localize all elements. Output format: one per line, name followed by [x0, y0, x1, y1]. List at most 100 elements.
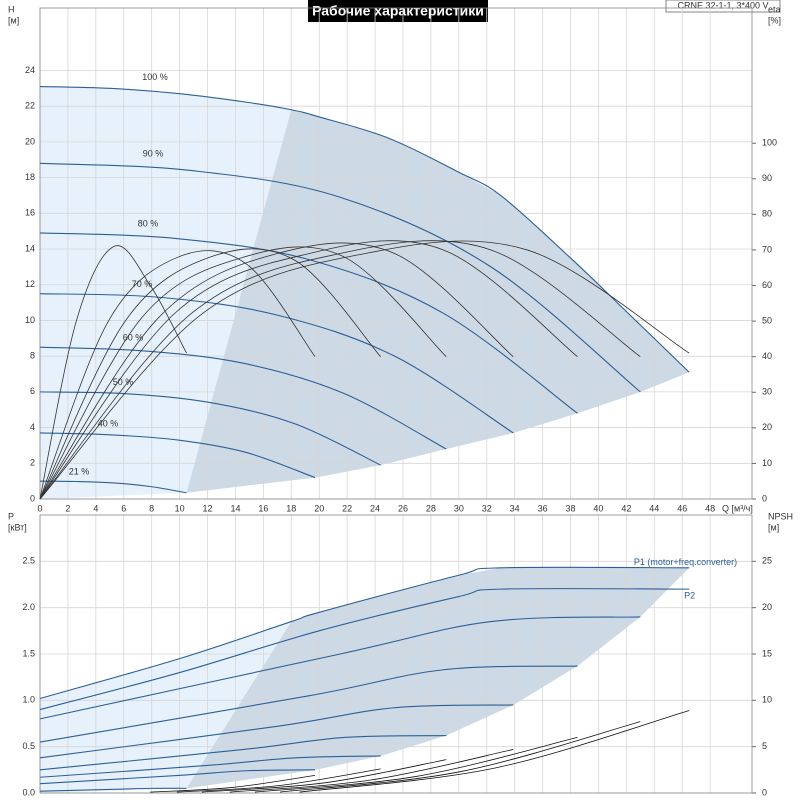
curve-label: 40 % — [98, 418, 119, 428]
y-tick-label: 8 — [30, 351, 35, 361]
curve — [39, 734, 447, 771]
secondary-curve — [39, 250, 316, 500]
secondary-curve — [176, 768, 381, 793]
y2-axis-unit: [%] — [768, 15, 781, 25]
x-tick-label: 22 — [342, 503, 352, 513]
x-tick-label: 28 — [426, 503, 436, 513]
x-tick-label: 8 — [149, 503, 154, 513]
y-tick-label: 4 — [30, 422, 35, 432]
x-tick-label: 0 — [37, 503, 42, 513]
curve — [39, 432, 316, 479]
y-tick-label: 16 — [25, 208, 35, 218]
curve-label: 70 % — [132, 279, 153, 289]
model-box — [665, 0, 781, 13]
recommended-area — [186, 567, 690, 789]
x-tick-label: 48 — [705, 503, 715, 513]
plot-frame — [39, 514, 753, 794]
secondary-curve — [39, 240, 690, 500]
y2-tick-label: 20 — [762, 422, 772, 432]
y2-axis-unit: [м] — [768, 522, 779, 532]
y-axis-label: H — [8, 4, 15, 14]
curve — [39, 293, 514, 434]
x-tick-label: 42 — [621, 503, 631, 513]
secondary-curve — [39, 240, 578, 500]
x-tick-label: 30 — [454, 503, 464, 513]
x-tick-label: 14 — [230, 503, 240, 513]
y-tick-label: 0 — [30, 493, 35, 503]
x-axis-label: Q [м³/ч] — [722, 503, 753, 513]
x-tick-label: 44 — [649, 503, 659, 513]
curve-label: P2 — [684, 591, 695, 601]
x-tick-label: 26 — [398, 503, 408, 513]
secondary-curve — [39, 242, 514, 500]
y2-tick-label: 70 — [762, 244, 772, 254]
secondary-curve — [299, 710, 690, 793]
curve-label: 21 % — [69, 467, 90, 477]
curve-label: 90 % — [143, 149, 164, 159]
y-tick-label: 10 — [25, 315, 35, 325]
x-tick-label: 18 — [286, 503, 296, 513]
curve-label: 60 % — [123, 333, 144, 343]
curve — [39, 588, 690, 711]
y2-tick-label: 90 — [762, 173, 772, 183]
model-label: CRNE 32-1-1, 3*400 V — [677, 0, 768, 10]
x-tick-label: 38 — [566, 503, 576, 513]
y2-axis-label: eta — [768, 4, 781, 14]
y-tick-label: 0.5 — [22, 741, 35, 751]
y-tick-label: 0.0 — [22, 787, 35, 797]
x-tick-label: 34 — [510, 503, 520, 513]
y2-tick-label: 10 — [762, 695, 772, 705]
y-tick-label: 14 — [25, 243, 35, 253]
x-tick-label: 6 — [121, 503, 126, 513]
y-axis-label: P — [8, 511, 14, 521]
curve — [39, 232, 578, 414]
curve-label: 100 % — [142, 72, 168, 82]
y-tick-label: 18 — [25, 172, 35, 182]
x-tick-label: 36 — [538, 503, 548, 513]
y2-tick-label: 20 — [762, 602, 772, 612]
y2-tick-label: 100 — [762, 138, 777, 148]
y2-tick-label: 25 — [762, 556, 772, 566]
curve — [39, 391, 381, 466]
curve — [39, 755, 381, 778]
x-tick-label: 2 — [65, 503, 70, 513]
y2-tick-label: 30 — [762, 387, 772, 397]
secondary-curve — [254, 737, 578, 793]
x-tick-label: 16 — [258, 503, 268, 513]
curve — [39, 346, 447, 450]
y-tick-label: 12 — [25, 279, 35, 289]
secondary-curve — [39, 240, 641, 500]
y2-tick-label: 50 — [762, 315, 772, 325]
y2-tick-label: 0 — [762, 787, 767, 797]
y2-tick-label: 60 — [762, 280, 772, 290]
curve — [39, 704, 514, 759]
y-tick-label: 24 — [25, 65, 35, 75]
y-tick-label: 22 — [25, 101, 35, 111]
title-box — [308, 0, 488, 22]
curve — [39, 480, 187, 494]
x-tick-label: 24 — [370, 503, 380, 513]
secondary-curve — [39, 246, 447, 500]
y2-tick-label: 80 — [762, 209, 772, 219]
y-tick-label: 2 — [30, 458, 35, 468]
secondary-curve — [229, 749, 514, 793]
recommended-area — [186, 109, 690, 493]
y-tick-label: 2.5 — [22, 556, 35, 566]
plot-frame — [39, 7, 753, 500]
curve — [39, 665, 578, 743]
y2-tick-label: 5 — [762, 741, 767, 751]
secondary-curve — [280, 721, 641, 793]
curve — [39, 769, 316, 785]
x-tick-label: 12 — [203, 503, 213, 513]
y-tick-label: 2.0 — [22, 602, 35, 612]
y-tick-label: 20 — [25, 136, 35, 146]
curve — [39, 787, 187, 792]
secondary-curve — [201, 759, 447, 793]
y2-axis-label: NPSH — [768, 511, 793, 521]
y2-tick-label: 0 — [762, 493, 767, 503]
curve — [39, 86, 690, 373]
y2-tick-label: 15 — [762, 648, 772, 658]
chart-title: Рабочие характеристики — [312, 3, 484, 19]
x-tick-label: 32 — [482, 503, 492, 513]
